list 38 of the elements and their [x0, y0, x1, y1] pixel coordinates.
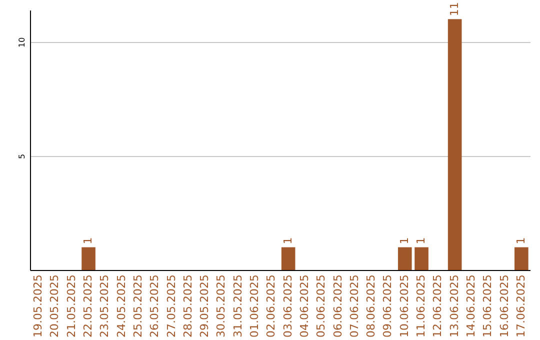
data-label: 1: [514, 237, 528, 244]
x-tick-label: 06.06.2025: [331, 274, 344, 338]
data-label: 1: [82, 237, 95, 244]
data-label: 1: [414, 237, 428, 244]
x-tick-label: 10.06.2025: [398, 274, 411, 338]
x-tick-label: 03.06.2025: [281, 274, 294, 338]
x-tick-label: 16.06.2025: [498, 274, 511, 338]
data-label: 1: [281, 237, 294, 244]
x-tick-label: 01.06.2025: [248, 274, 262, 338]
x-tick-label: 27.05.2025: [164, 274, 178, 338]
x-tick-label: 29.05.2025: [198, 274, 212, 338]
data-label: 1: [398, 237, 411, 244]
x-tick-label: 14.06.2025: [464, 274, 478, 338]
x-tick-label: 22.05.2025: [82, 274, 95, 338]
data-label: 11: [448, 2, 461, 16]
x-tick-label: 28.05.2025: [181, 274, 194, 338]
x-tick-label: 05.06.2025: [314, 274, 328, 338]
x-tick-label: 17.06.2025: [514, 274, 528, 338]
x-tick-label: 20.05.2025: [48, 274, 62, 338]
x-tick-label: 23.05.2025: [98, 274, 112, 338]
y-tick-label: 10: [18, 37, 26, 48]
x-tick-label: 08.06.2025: [364, 274, 378, 338]
y-tick-label: 5: [18, 154, 26, 160]
x-tick-label: 09.06.2025: [381, 274, 394, 338]
x-tick-label: 24.05.2025: [114, 274, 128, 338]
x-tick-label: 15.06.2025: [481, 274, 494, 338]
x-tick-label: 02.06.2025: [264, 274, 278, 338]
x-tick-label: 19.05.2025: [32, 274, 45, 338]
x-tick-label: 13.06.2025: [448, 274, 461, 338]
x-tick-label: 12.06.2025: [431, 274, 444, 338]
x-tick-label: 31.05.2025: [231, 274, 244, 338]
x-tick-label: 11.06.2025: [414, 274, 428, 338]
x-tick-label: 26.05.2025: [148, 274, 162, 338]
x-tick-label: 21.05.2025: [64, 274, 78, 338]
x-tick-label: 04.06.2025: [298, 274, 311, 338]
x-tick-label: 30.05.2025: [214, 274, 228, 338]
x-tick-label: 25.05.2025: [131, 274, 144, 338]
x-tick-label: 07.06.2025: [348, 274, 361, 338]
